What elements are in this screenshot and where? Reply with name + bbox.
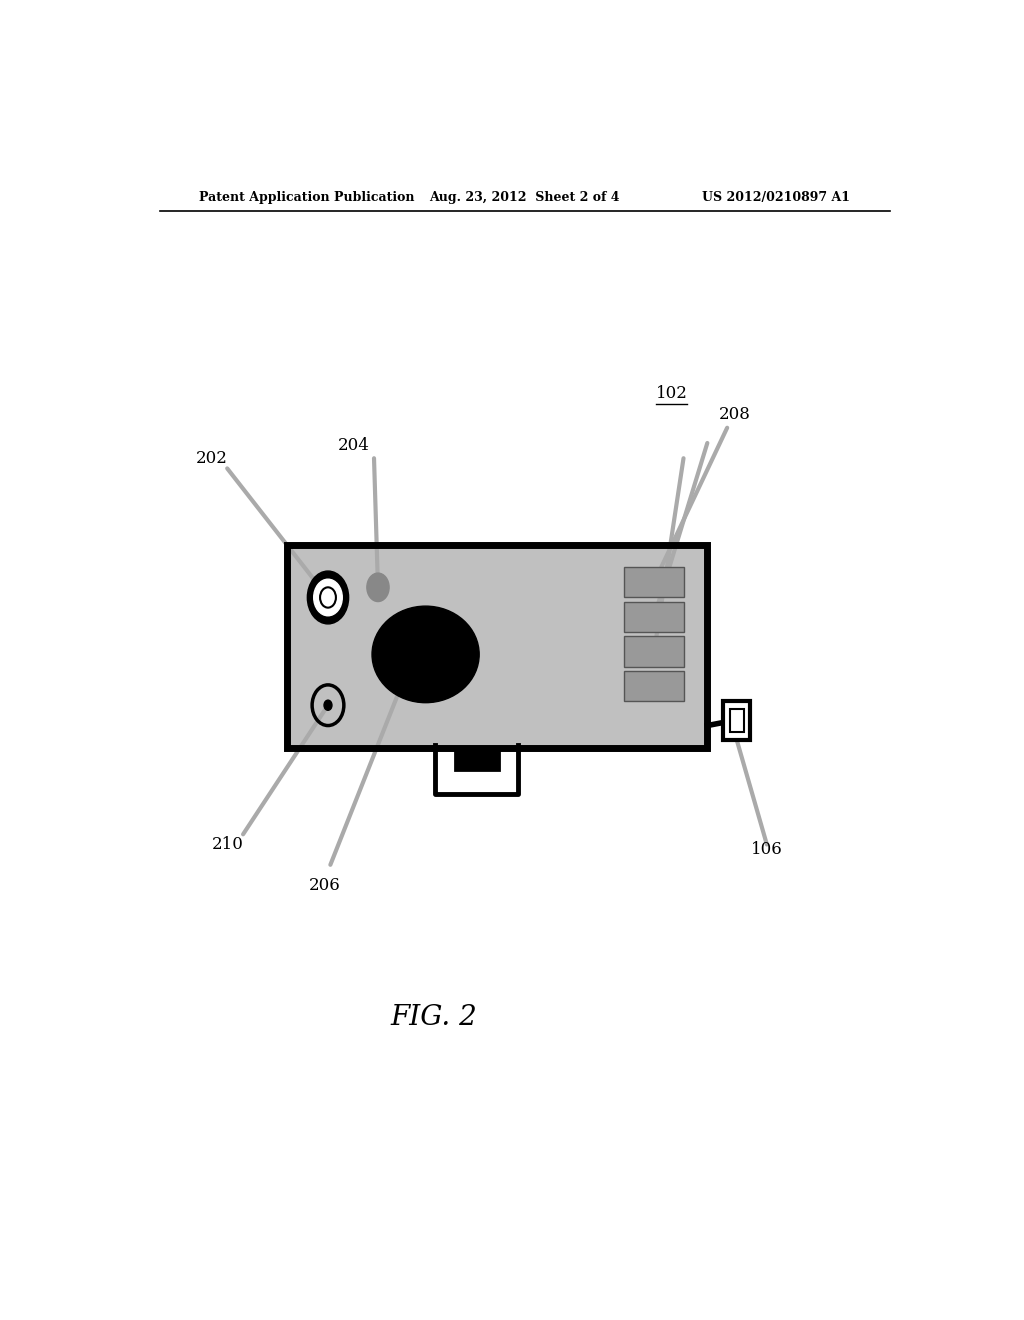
Text: Patent Application Publication: Patent Application Publication	[200, 190, 415, 203]
Text: FIG. 2: FIG. 2	[390, 1003, 477, 1031]
Text: 206: 206	[309, 876, 341, 894]
Text: 102: 102	[655, 385, 688, 403]
Bar	[624, 636, 684, 667]
Circle shape	[313, 579, 342, 616]
Bar	[455, 748, 499, 771]
Circle shape	[367, 573, 389, 602]
Text: 204: 204	[338, 437, 371, 454]
Circle shape	[324, 700, 332, 710]
Text: 208: 208	[719, 407, 752, 422]
Bar	[287, 545, 708, 748]
Ellipse shape	[372, 606, 479, 702]
Bar	[624, 568, 684, 598]
Circle shape	[307, 572, 348, 624]
Text: 202: 202	[196, 450, 227, 467]
Text: 210: 210	[211, 836, 244, 853]
Bar	[624, 602, 684, 632]
Bar	[723, 701, 751, 739]
Bar	[729, 709, 743, 731]
Text: 106: 106	[751, 841, 782, 858]
Bar	[624, 671, 684, 701]
Bar	[287, 545, 708, 748]
Text: Aug. 23, 2012  Sheet 2 of 4: Aug. 23, 2012 Sheet 2 of 4	[429, 190, 621, 203]
Text: US 2012/0210897 A1: US 2012/0210897 A1	[702, 190, 850, 203]
